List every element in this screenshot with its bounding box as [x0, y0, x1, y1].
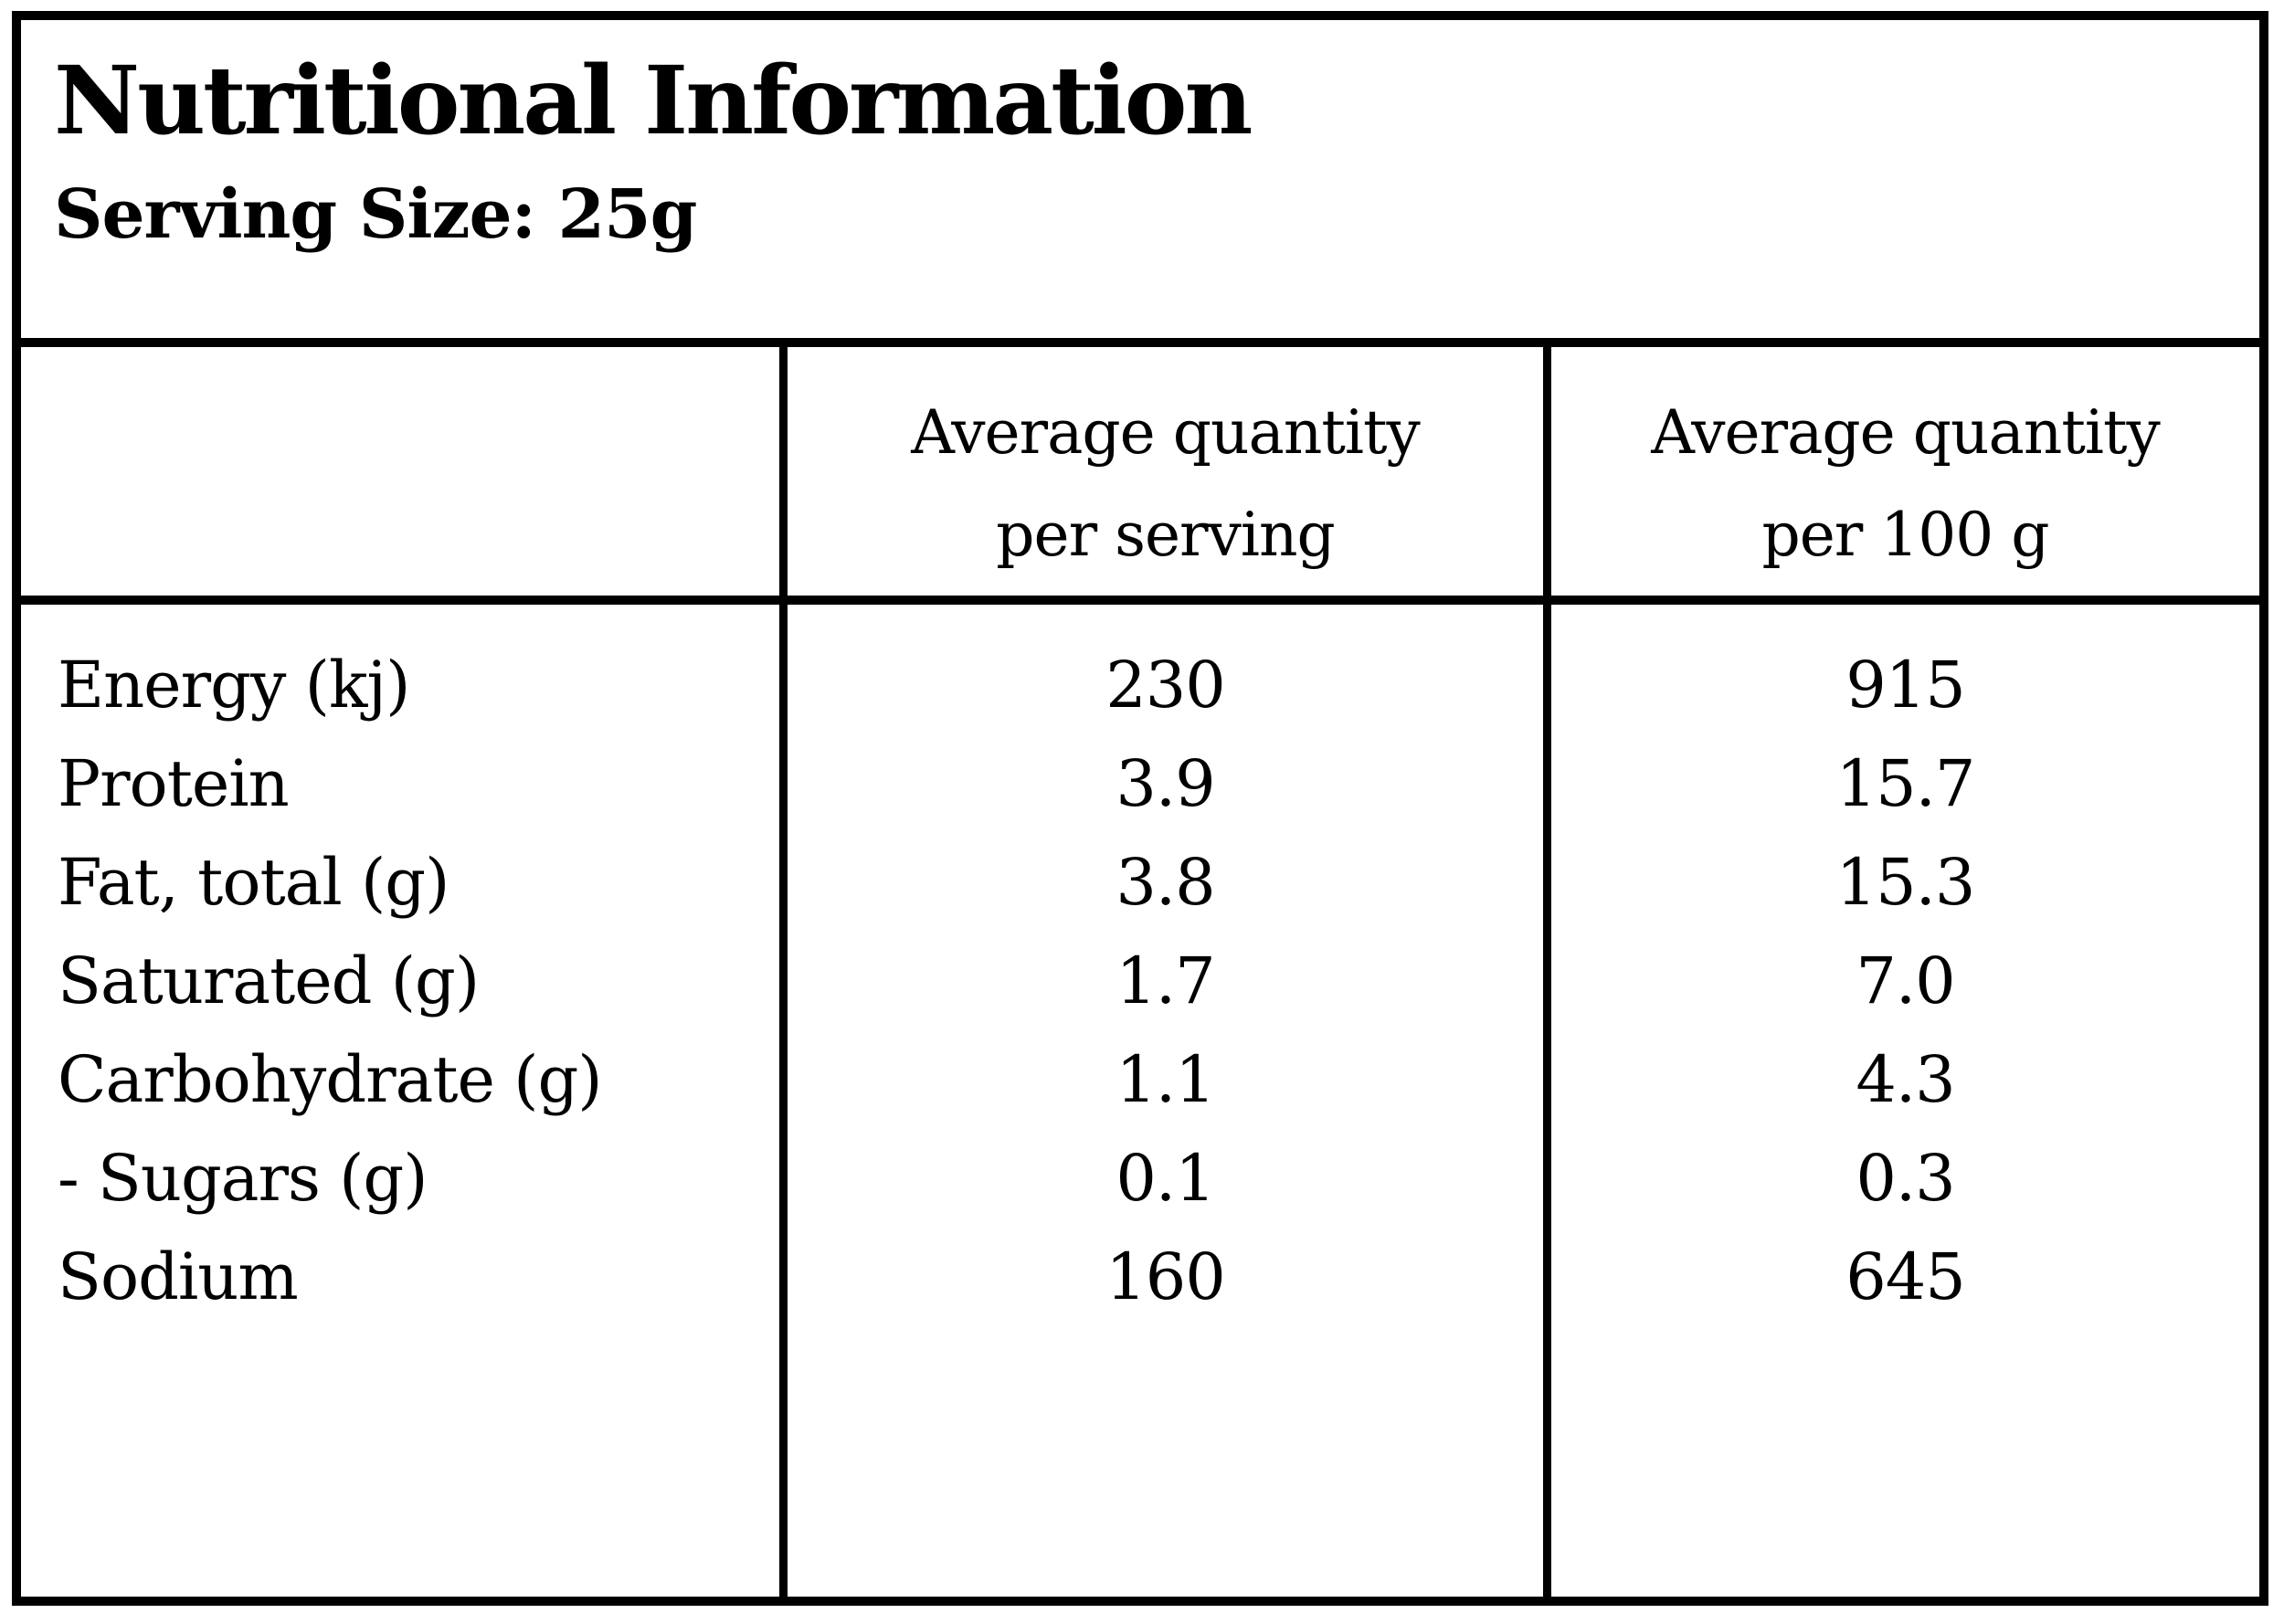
nutrition-table: Energy (kj) Protein Fat, total (g) Satur… [21, 347, 2259, 1597]
title-section: Nutritional Information Serving Size: 25… [21, 20, 2259, 347]
nutrient-cells: Energy (kj) Protein Fat, total (g) Satur… [21, 605, 779, 1326]
nutrient-label: Energy (kj) [58, 648, 410, 722]
per-100g-cells: 915 15.7 15.3 7.0 4.3 0.3 645 [1551, 605, 2259, 1326]
column-per-serving: Average quantity per serving 230 3.9 3.8… [779, 347, 1543, 1597]
column-header-line: Average quantity [911, 397, 1421, 468]
nutrient-label: Fat, total (g) [58, 845, 449, 920]
per-100g-value: 15.3 [1835, 845, 1976, 920]
per-100g-value: 915 [1845, 648, 1966, 722]
per-serving-value: 1.7 [1116, 944, 1215, 1018]
per-100g-value: 15.7 [1835, 746, 1976, 821]
per-100g-value: 4.3 [1856, 1042, 1955, 1117]
column-nutrient: Energy (kj) Protein Fat, total (g) Satur… [21, 347, 779, 1597]
serving-size-text: Serving Size: 25g [54, 175, 697, 255]
per-100g-value: 0.3 [1856, 1141, 1955, 1216]
column-header-line: per 100 g [1761, 500, 2049, 570]
nutrient-label: Sodium [58, 1239, 299, 1314]
per-100g-value: 645 [1845, 1239, 1966, 1314]
nutrient-label: Protein [58, 746, 290, 821]
per-serving-value: 3.9 [1116, 746, 1215, 821]
per-serving-value: 230 [1105, 648, 1226, 722]
column-header-per-100g: Average quantity per 100 g [1551, 347, 2259, 605]
column-header-per-serving: Average quantity per serving [788, 347, 1543, 605]
nutrient-label: Saturated (g) [58, 944, 480, 1018]
nutrient-label: Carbohydrate (g) [58, 1042, 603, 1117]
column-header-line: Average quantity [1651, 397, 2161, 468]
per-100g-value: 7.0 [1856, 944, 1955, 1018]
column-per-100g: Average quantity per 100 g 915 15.7 15.3… [1543, 347, 2259, 1597]
per-serving-value: 1.1 [1116, 1042, 1215, 1117]
nutrient-label: - Sugars (g) [58, 1141, 428, 1216]
column-header-nutrient [21, 347, 779, 605]
per-serving-value: 3.8 [1116, 845, 1215, 920]
per-serving-cells: 230 3.9 3.8 1.7 1.1 0.1 160 [788, 605, 1543, 1326]
per-serving-value: 160 [1105, 1239, 1226, 1314]
column-header-line: per serving [996, 500, 1335, 570]
page-title: Nutritional Information [54, 46, 1253, 156]
per-serving-value: 0.1 [1116, 1141, 1215, 1216]
nutrition-label: Nutritional Information Serving Size: 25… [12, 11, 2268, 1606]
